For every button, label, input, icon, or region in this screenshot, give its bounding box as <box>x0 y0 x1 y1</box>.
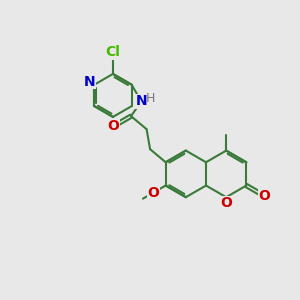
Text: O: O <box>258 189 270 203</box>
Text: O: O <box>147 186 159 200</box>
Text: O: O <box>220 196 232 211</box>
Text: N: N <box>136 94 147 109</box>
Text: Cl: Cl <box>106 45 120 59</box>
Text: H: H <box>146 92 155 105</box>
Text: N: N <box>83 75 95 89</box>
Text: O: O <box>107 119 119 134</box>
